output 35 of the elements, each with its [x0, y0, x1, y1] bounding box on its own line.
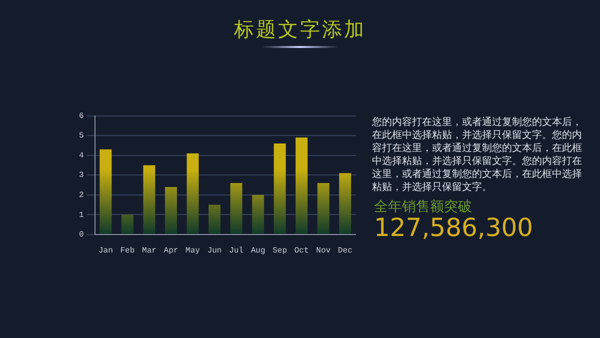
bar [208, 204, 221, 234]
bar [339, 173, 352, 234]
x-tick-label: Jun [207, 246, 222, 256]
x-tick-label: Mar [142, 246, 157, 256]
text: 全年销售额突破 [374, 198, 472, 216]
y-tick-label: 0 [78, 230, 84, 240]
y-tick-label: 3 [78, 171, 84, 180]
x-tick-label: Dec [338, 246, 353, 256]
bar [121, 214, 134, 234]
x-tick-label: Apr [164, 246, 178, 256]
x-tick-label: Jan [98, 246, 114, 256]
bar [186, 153, 199, 234]
bar [252, 194, 264, 234]
x-tick-label: Aug [250, 246, 266, 256]
y-tick-label: 2 [78, 190, 84, 200]
y-tick-label: 5 [78, 132, 84, 141]
x-tick-label: Oct [294, 246, 309, 256]
bar [165, 186, 177, 234]
bar [100, 149, 112, 234]
chart-title: 标题文字添加 [233, 16, 367, 43]
x-tick-label: Sep [272, 246, 288, 256]
bar [296, 138, 308, 234]
bar [143, 165, 156, 234]
bar [317, 183, 330, 234]
x-tick-label: Nov [316, 246, 331, 256]
y-tick-label: 1 [78, 210, 84, 220]
x-tick-label: Jul [229, 246, 244, 256]
x-tick-label: May [186, 246, 200, 256]
x-tick-label: Feb [120, 246, 135, 256]
y-tick-label: 4 [78, 151, 84, 160]
y-tick-label: 6 [78, 112, 84, 121]
bar [274, 143, 286, 234]
text: 您的内容打在这里，或者通过复制您的文本后，在此框中选择粘贴，并选择只保留文字。您的内容打在这里，或者通过复制您的文本后，在此框中选择粘贴，并选择只保留文字。您的内容打在这里，或者通过复制您的文本后，在此框中选择粘贴，并选择只保留文字。 [372, 116, 583, 194]
bar [230, 183, 242, 234]
text: 127,586,300 [374, 213, 534, 242]
